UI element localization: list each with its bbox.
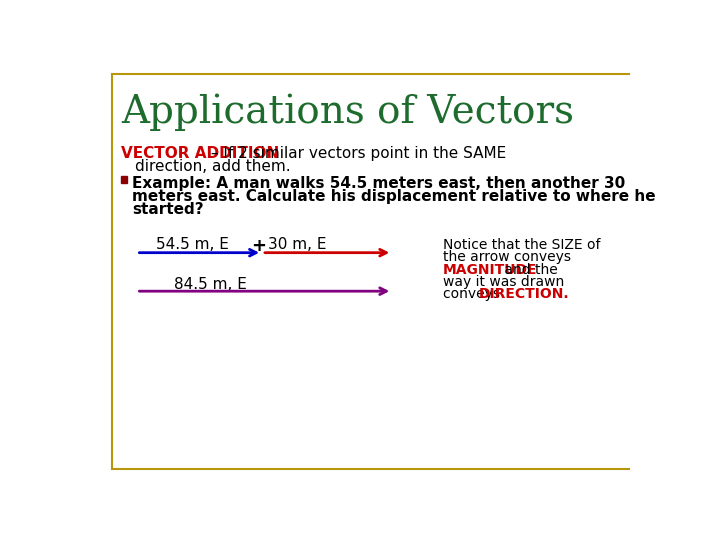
Text: way it was drawn: way it was drawn xyxy=(443,275,564,289)
Text: 30 m, E: 30 m, E xyxy=(269,237,327,252)
Text: meters east. Calculate his displacement relative to where he: meters east. Calculate his displacement … xyxy=(132,189,655,204)
Text: – If 2 similar vectors point in the SAME: – If 2 similar vectors point in the SAME xyxy=(206,146,506,161)
Text: started?: started? xyxy=(132,202,204,217)
Text: direction, add them.: direction, add them. xyxy=(135,159,291,174)
Text: 84.5 m, E: 84.5 m, E xyxy=(174,276,246,292)
Text: Notice that the SIZE of: Notice that the SIZE of xyxy=(443,238,600,252)
Text: MAGNITUDE: MAGNITUDE xyxy=(443,262,537,276)
Text: +: + xyxy=(251,237,266,255)
Text: conveys: conveys xyxy=(443,287,504,301)
Text: VECTOR ADDITION: VECTOR ADDITION xyxy=(121,146,279,161)
Text: Example: A man walks 54.5 meters east, then another 30: Example: A man walks 54.5 meters east, t… xyxy=(132,176,625,191)
Text: DIRECTION.: DIRECTION. xyxy=(478,287,569,301)
Text: and the: and the xyxy=(500,262,558,276)
Text: Applications of Vectors: Applications of Vectors xyxy=(121,93,574,131)
Text: 54.5 m, E: 54.5 m, E xyxy=(156,237,229,252)
Bar xyxy=(121,177,127,183)
Text: the arrow conveys: the arrow conveys xyxy=(443,251,571,265)
